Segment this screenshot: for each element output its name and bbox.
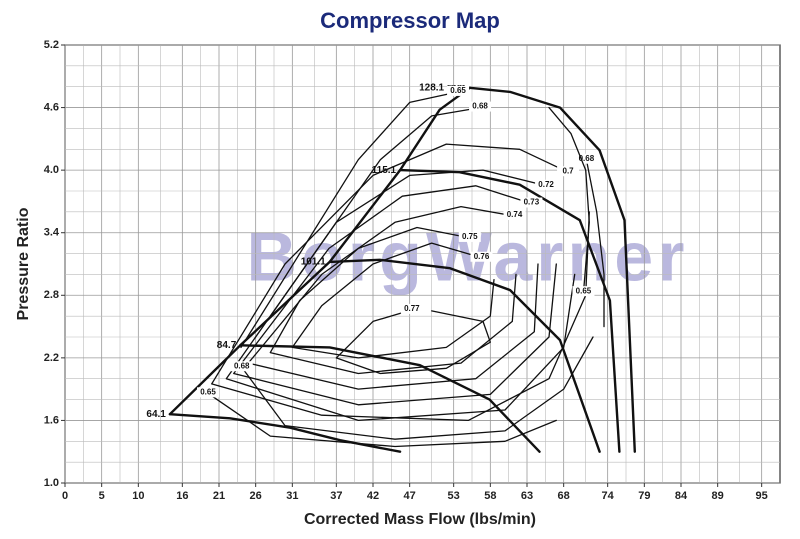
x-tick-label: 42 [367,490,379,502]
map-line [269,106,481,317]
x-tick-label: 89 [712,490,724,502]
speed-label: 64.1 [146,409,166,420]
x-tick-label: 31 [286,490,298,502]
speed-label: 128.1 rpm [419,82,466,93]
efficiency-label: 0.68 [579,154,595,163]
label-bg [470,251,493,262]
speed-label: 101.1 [301,257,326,268]
y-tick-label: 3.4 [44,227,60,239]
x-tick-label: 21 [213,490,225,502]
map-line [233,185,557,406]
y-tick-label: 4.0 [44,164,59,176]
label-bg [535,179,558,190]
label-bg [575,153,598,164]
map-line [548,106,590,293]
label-bg [503,210,526,221]
efficiency-label: 0.65 [576,286,592,295]
map-line [207,392,557,448]
map-line [241,336,594,440]
x-tick-label: 53 [448,490,460,502]
label-bg [447,85,470,96]
x-axis-label: Corrected Mass Flow (lbs/min) [304,511,536,528]
map-line [211,143,590,422]
label-bg [197,387,219,398]
map-line [335,309,491,375]
x-tick-label: 0 [62,490,68,502]
x-tick-label: 5 [99,490,105,502]
map-line [225,169,576,422]
efficiency-label: 0.68 [234,361,250,370]
efficiency-label: 0.65 [200,387,216,396]
y-axis-label: Pressure Ratio [15,207,32,320]
x-tick-label: 10 [132,490,144,502]
y-tick-label: 1.0 [44,477,59,489]
x-tick-label: 68 [558,490,570,502]
x-tick-label: 47 [404,490,416,502]
x-tick-label: 79 [638,490,650,502]
x-tick-label: 16 [176,490,188,502]
label-bg [458,231,481,242]
x-tick-label: 58 [484,490,496,502]
x-tick-label: 84 [675,490,688,502]
efficiency-label: 0.68 [472,102,488,111]
map-line [398,168,621,453]
map-line [585,159,605,328]
y-tick-label: 2.2 [44,352,59,364]
label-bg [469,101,492,112]
label-bg [520,197,543,208]
label-bg [572,286,595,297]
efficiency-label: 0.73 [524,198,540,207]
y-tick-label: 1.6 [44,414,59,426]
efficiency-label: 0.7 [563,166,575,175]
x-tick-label: 95 [756,490,768,502]
map-line [328,258,601,453]
efficiency-label: 0.75 [462,232,478,241]
efficiency-label: 0.65 [450,86,466,95]
efficiency-label: 0.76 [474,252,490,261]
map-line [240,91,459,349]
y-tick-label: 2.8 [44,289,59,301]
speed-label: 84.7 [217,340,237,351]
label-bg [400,303,423,314]
x-tick-label: 37 [330,490,342,502]
x-tick-label: 63 [521,490,533,502]
efficiency-label: 0.77 [404,304,420,313]
map-line [291,242,495,359]
chart-title: Compressor Map [320,8,500,33]
efficiency-label: 0.74 [507,210,523,219]
x-tick-label: 74 [602,490,615,502]
map-line [468,86,636,453]
x-tick-label: 26 [250,490,262,502]
label-bg [230,361,253,372]
efficiency-label: 0.72 [538,180,554,189]
y-tick-label: 4.6 [44,101,59,113]
map-line [239,344,541,453]
label-bg [557,166,580,177]
map-line [269,226,517,375]
y-tick-label: 5.2 [44,39,59,51]
